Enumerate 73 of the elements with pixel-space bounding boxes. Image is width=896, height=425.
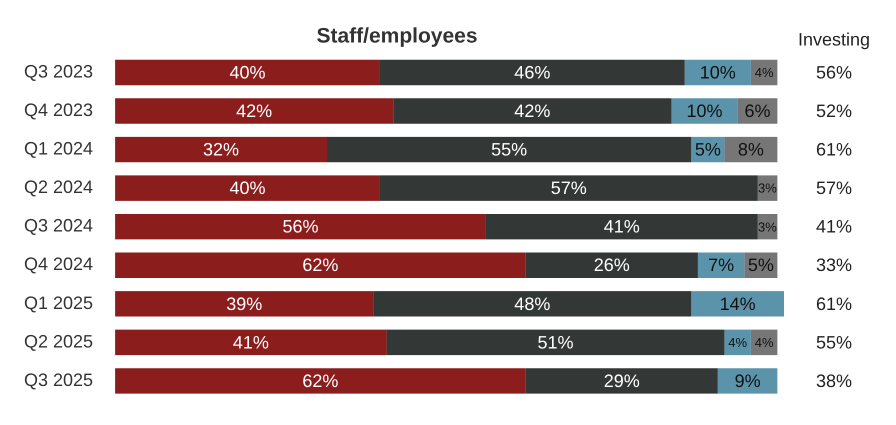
bar (115, 368, 526, 394)
bar (526, 368, 718, 394)
text: 56% (816, 62, 852, 82)
data-label: 42% (236, 101, 272, 121)
y-tick-label: Q1 2024 (24, 138, 94, 159)
y-tick-label: Q1 2025 (24, 292, 94, 313)
y-tick-label: Q3 2024 (24, 216, 94, 236)
bar (327, 136, 692, 162)
bar (380, 60, 685, 86)
data-label: 29% (604, 370, 640, 391)
text: 61% (816, 140, 852, 160)
data-label: 32% (203, 140, 240, 160)
data-label: 8% (738, 140, 764, 160)
text: Investing (798, 29, 870, 50)
text: 33% (816, 255, 852, 276)
bar (698, 252, 744, 278)
y-tick-label: Q3 2023 (24, 61, 94, 82)
y-tick-label: Q2 2024 (24, 177, 94, 198)
data-label: 10% (700, 62, 736, 82)
data-label: 55% (491, 140, 528, 160)
data-label: 7% (708, 255, 734, 276)
data-label: 40% (230, 178, 266, 198)
bar (115, 136, 327, 162)
bar (486, 214, 758, 240)
data-label: 10% (686, 101, 723, 121)
bar (115, 330, 387, 356)
data-label: 41% (604, 216, 640, 237)
data-label: 62% (302, 255, 338, 276)
y-tick-label: Q3 2025 (24, 370, 94, 390)
data-label: 39% (226, 294, 262, 314)
bar (691, 291, 784, 317)
data-label: 26% (594, 255, 630, 276)
data-label: 48% (514, 294, 550, 314)
text: 38% (816, 370, 852, 391)
data-label: 51% (537, 332, 574, 352)
bar (115, 252, 526, 278)
data-label: 5% (748, 255, 774, 276)
text: 52% (816, 101, 852, 121)
data-label: 6% (744, 101, 771, 121)
text: 57% (816, 178, 852, 198)
bar (115, 60, 380, 86)
bar (115, 291, 374, 317)
bar (115, 98, 394, 124)
data-label: 57% (550, 178, 587, 198)
data-label: 4% (728, 334, 748, 350)
data-label: 42% (514, 101, 550, 121)
data-label: 56% (282, 216, 319, 237)
data-label: 62% (302, 370, 338, 391)
data-label: 46% (514, 62, 550, 82)
data-label: 3% (758, 219, 778, 234)
data-label: 40% (230, 62, 266, 82)
data-label: 14% (720, 294, 756, 314)
data-label: 5% (694, 140, 721, 160)
data-label: 4% (754, 65, 774, 80)
bar (380, 175, 758, 201)
y-tick-label: Q4 2023 (24, 100, 94, 120)
bar (718, 368, 778, 394)
data-label: 41% (232, 332, 269, 352)
bar (115, 214, 486, 240)
y-tick-label: Q2 2025 (24, 331, 94, 352)
text: 55% (816, 332, 852, 352)
bar (393, 98, 672, 124)
text: 41% (816, 216, 852, 237)
data-label: 3% (758, 180, 778, 196)
bar (373, 291, 692, 317)
bar (386, 330, 724, 356)
data-label: 4% (754, 334, 774, 350)
data-label: 9% (734, 370, 761, 391)
y-tick-label: Q4 2024 (24, 254, 94, 274)
bar (115, 175, 380, 201)
bar (526, 252, 698, 278)
chart-title: Staff/employees (316, 24, 478, 48)
text: 61% (816, 294, 852, 314)
